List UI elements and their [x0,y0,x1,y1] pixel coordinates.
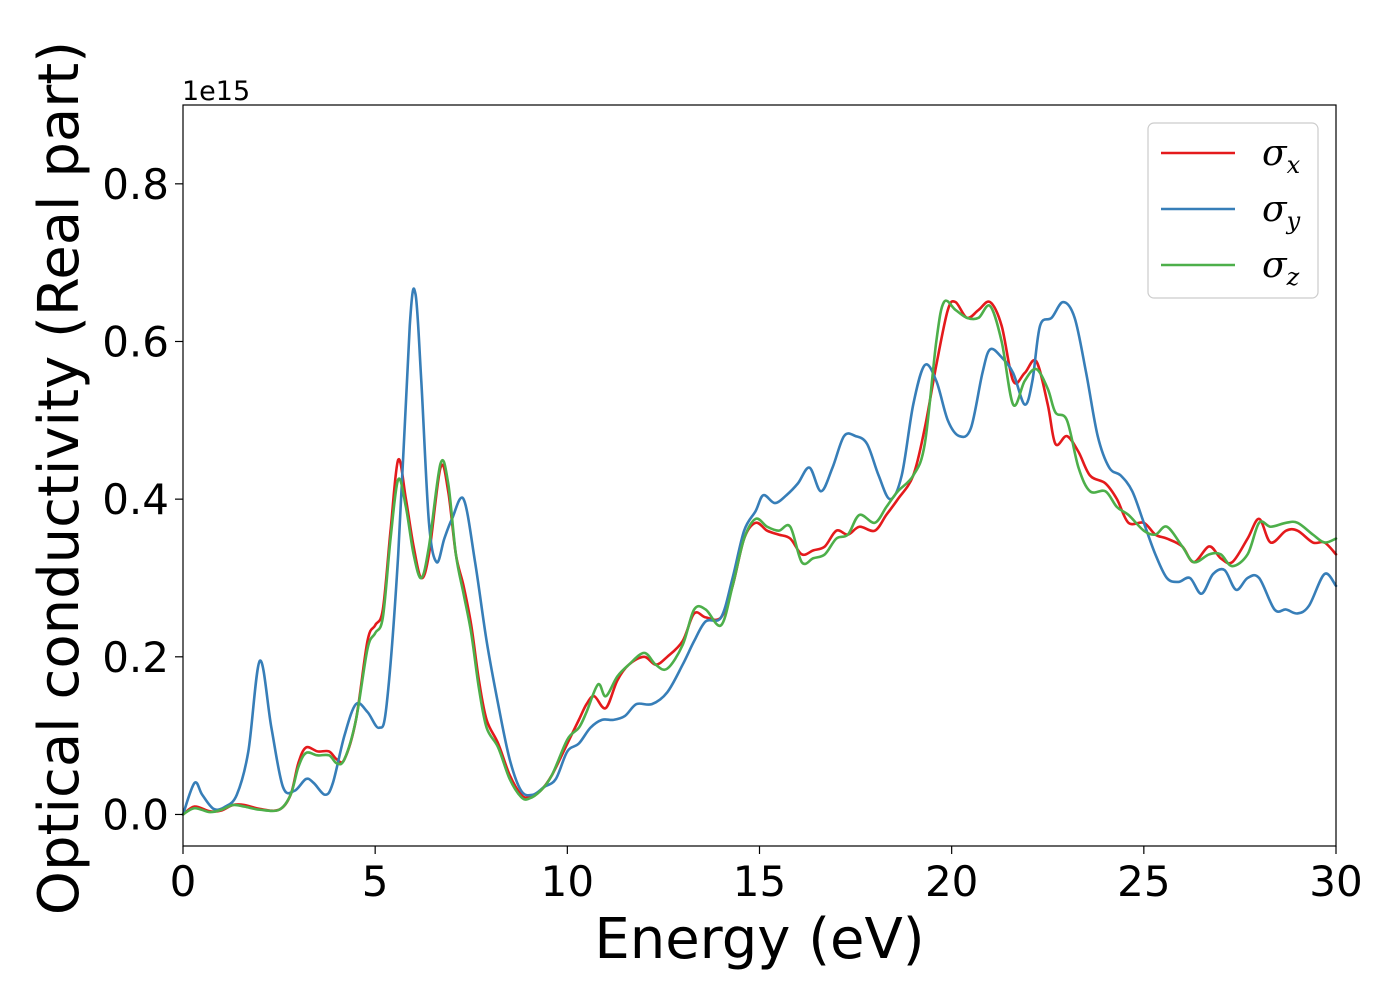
x-tick-label: 30 [1309,857,1362,906]
legend-label-x: σx [1262,133,1301,179]
legend-label-y: σy [1262,189,1301,235]
x-tick-label: 5 [362,857,389,906]
y-tick-label: 0.4 [102,475,169,524]
y-tick-label: 0.6 [102,317,169,366]
x-tick-label: 20 [925,857,978,906]
x-tick-label: 15 [733,857,786,906]
legend-label-z: σz [1262,245,1300,291]
x-tick-label: 10 [541,857,594,906]
legend-box [1147,122,1319,299]
series-line-x [181,299,1338,816]
y-tick-label: 0.2 [102,633,169,682]
y-axis: 0.0 0.2 0.4 0.6 0.8 [102,160,183,839]
y-tick-label: 0.0 [102,790,169,839]
x-tick-label: 25 [1117,857,1170,906]
y-offset-label: 1e15 [182,76,250,107]
x-tick-label: 0 [170,857,197,906]
y-tick-label: 0.8 [102,160,169,209]
x-axis-label: Energy (eV) [594,907,924,972]
series-line-z [181,299,1338,816]
x-axis: 0 5 10 15 20 25 30 [170,846,1363,906]
legend: σx σy σz [1147,122,1319,299]
series-layer [181,287,1338,816]
series-line-y [181,287,1338,816]
y-axis-label: Optical conductivity (Real part) [27,41,92,915]
